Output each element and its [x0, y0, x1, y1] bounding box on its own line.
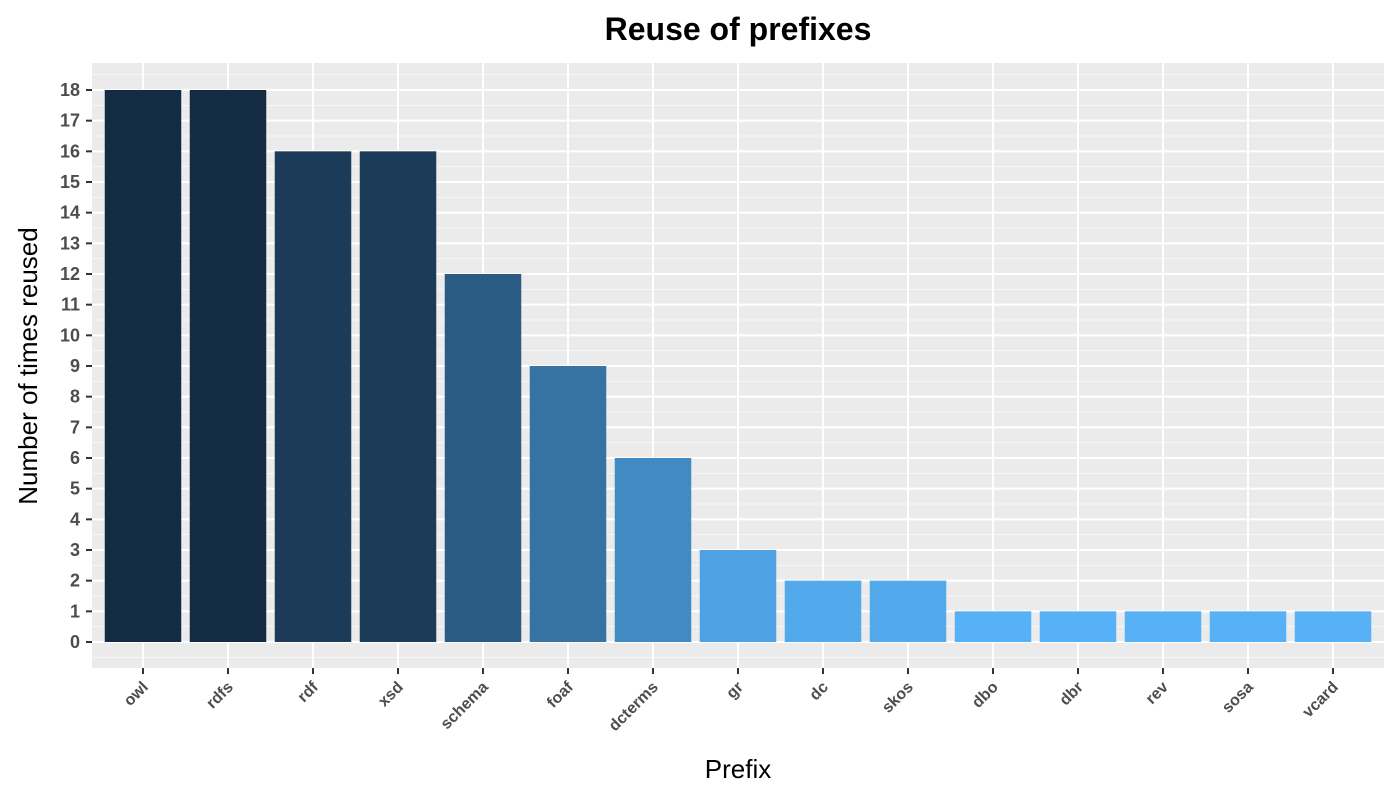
bar-sosa	[1209, 611, 1287, 642]
y-tick-label: 1	[70, 601, 80, 621]
x-tick-label: dbo	[969, 679, 1002, 712]
y-tick-label: 11	[61, 295, 80, 315]
bar-vcard	[1294, 611, 1372, 642]
x-axis-title: Prefix	[705, 754, 771, 784]
bar-dbo	[954, 611, 1032, 642]
bar-schema	[444, 274, 522, 642]
bar-rdf	[274, 151, 352, 643]
y-tick-label: 6	[70, 448, 80, 468]
bar-dbr	[1039, 611, 1117, 642]
bar-owl	[104, 90, 182, 642]
bar-dc	[784, 580, 862, 642]
y-tick-label: 9	[70, 356, 80, 376]
y-axis-title: Number of times reused	[13, 227, 43, 504]
bar-dcterms	[614, 458, 692, 642]
y-tick-label: 18	[60, 80, 80, 100]
bar-foaf	[529, 366, 607, 642]
x-tick-label: skos	[879, 679, 917, 717]
x-tick-label: rdf	[295, 678, 323, 706]
bar-skos	[869, 580, 947, 642]
y-tick-label: 13	[60, 233, 80, 253]
x-axis: owl rdfs rdf xsd schema foaf dcterms gr dc skos db…	[121, 668, 1342, 735]
y-tick-label: 16	[60, 141, 80, 161]
y-tick-label: 7	[70, 417, 80, 437]
y-tick-label: 2	[70, 571, 80, 591]
x-tick-label: vcard	[1300, 679, 1342, 721]
bar-rev	[1124, 611, 1202, 642]
x-tick-label: schema	[438, 679, 492, 733]
y-tick-label: 17	[60, 111, 80, 131]
y-tick-label: 0	[70, 632, 80, 652]
chart-title: Reuse of prefixes	[605, 11, 872, 47]
x-tick-label: rev	[1143, 679, 1172, 708]
y-tick-label: 12	[60, 264, 80, 284]
x-tick-label: sosa	[1219, 679, 1257, 717]
x-tick-label: gr	[723, 679, 746, 702]
y-tick-label: 14	[60, 203, 80, 223]
y-tick-label: 8	[70, 387, 80, 407]
x-tick-label: dcterms	[606, 679, 662, 735]
y-tick-label: 15	[60, 172, 80, 192]
bar-gr	[699, 550, 777, 642]
y-tick-label: 10	[60, 325, 80, 345]
y-tick-label: 3	[70, 540, 80, 560]
y-tick-label: 4	[70, 509, 80, 529]
x-tick-label: xsd	[375, 679, 407, 711]
x-tick-label: dc	[807, 679, 832, 704]
x-tick-label: owl	[121, 679, 152, 710]
x-tick-label: dbr	[1057, 679, 1087, 709]
y-tick-label: 5	[70, 479, 80, 499]
bar-xsd	[359, 151, 437, 643]
bar-rdfs	[189, 90, 267, 642]
x-tick-label: foaf	[544, 678, 577, 711]
bars	[104, 90, 1372, 643]
x-tick-label: rdfs	[203, 679, 236, 712]
